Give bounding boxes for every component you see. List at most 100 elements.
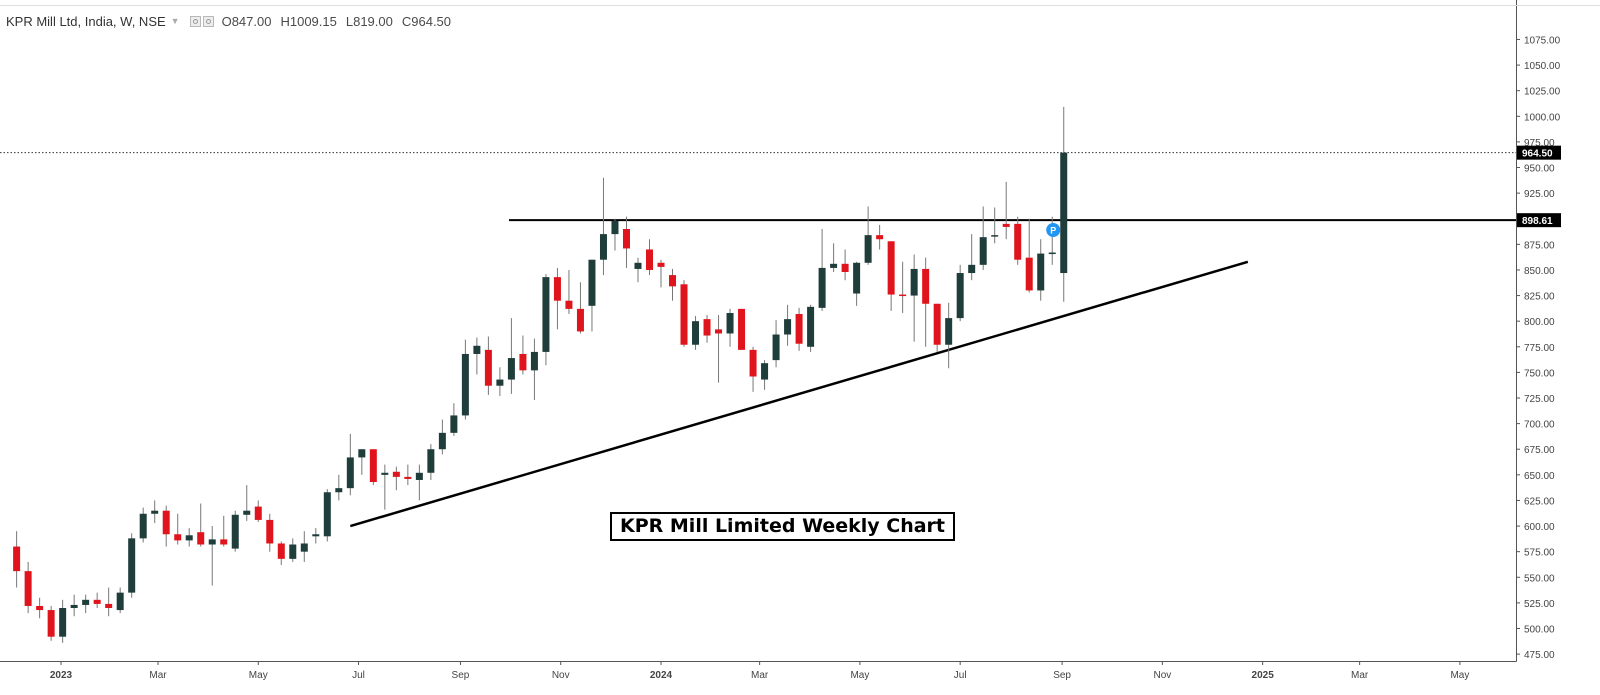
candle (450, 403, 458, 436)
x-tick-label: Sep (452, 670, 470, 681)
candle (70, 594, 78, 617)
candle (956, 264, 964, 322)
candle-body (899, 294, 907, 297)
candle-body (979, 237, 987, 265)
y-tick-label: 475.00 (1524, 650, 1555, 661)
chevron-down-icon[interactable]: ▼ (170, 16, 180, 26)
candle-body (1014, 223, 1022, 260)
candle-body (346, 457, 354, 489)
candle (484, 336, 492, 395)
candle-body (576, 308, 584, 332)
candle (715, 315, 723, 383)
close-value: C964.50 (401, 13, 452, 29)
y-tick-label: 1000.00 (1524, 112, 1561, 123)
candle-body (243, 510, 251, 515)
marker-bubble (1046, 223, 1061, 238)
candle (93, 592, 101, 609)
candle-body (680, 284, 688, 345)
candle-body (807, 306, 815, 347)
candle (277, 541, 285, 565)
candle-body (749, 349, 757, 377)
y-tick-label: 625.00 (1524, 496, 1555, 507)
candle-body (461, 353, 469, 416)
candle (185, 528, 193, 547)
y-tick-label: 675.00 (1524, 445, 1555, 456)
symbol-title[interactable]: KPR Mill Ltd, India, W, NSE (6, 13, 166, 29)
settings-icon[interactable] (202, 15, 214, 27)
support-trendline (349, 260, 1249, 528)
candle-body (174, 534, 182, 541)
candle-body (657, 262, 665, 267)
candle (174, 513, 182, 545)
y-tick-label: 725.00 (1524, 394, 1555, 405)
chart-header: KPR Mill Ltd, India, W, NSE ▼ O847.00 H1… (6, 12, 451, 30)
candle-body (47, 610, 55, 637)
candle (565, 269, 573, 315)
candle (1025, 218, 1033, 293)
candle-body (473, 345, 481, 354)
resistance-price-tag: 898.61 (1522, 216, 1553, 227)
candle-body (553, 277, 561, 301)
candle (323, 489, 331, 542)
candle-body (381, 472, 389, 475)
candle-body (231, 514, 239, 549)
candle-body (427, 449, 435, 473)
candle-body (519, 353, 527, 371)
candle (438, 419, 446, 455)
candle-body (565, 300, 573, 309)
candle (415, 464, 423, 501)
candle-body (1002, 223, 1010, 227)
candle (853, 261, 861, 306)
candle (300, 531, 308, 562)
y-tick-label: 950.00 (1524, 164, 1555, 175)
candle (1060, 106, 1068, 302)
candle (611, 218, 619, 251)
candle-body (841, 263, 849, 273)
candle-body (335, 488, 343, 493)
candle-body (13, 546, 21, 572)
candle (243, 485, 251, 521)
candle (59, 599, 67, 643)
candle (13, 531, 21, 588)
eye-icon[interactable] (189, 15, 201, 27)
candle-body (59, 608, 67, 637)
candle (703, 315, 711, 343)
candle (738, 308, 746, 350)
candle-body (703, 319, 711, 336)
low-value: L819.00 (345, 13, 393, 29)
last-price-tag: 964.50 (1522, 149, 1553, 160)
candle-body (358, 449, 366, 458)
candle (530, 338, 538, 401)
candle-body (761, 363, 769, 380)
candle-body (312, 534, 320, 537)
candle-body (220, 539, 228, 545)
candle (1037, 239, 1045, 301)
candle (519, 335, 527, 375)
candle-body (82, 599, 90, 605)
open-value: O847.00 (221, 13, 272, 29)
y-tick-label: 825.00 (1524, 292, 1555, 303)
candle-body (151, 510, 159, 514)
candle-body (956, 273, 964, 319)
y-tick-label: 775.00 (1524, 343, 1555, 354)
candle (749, 346, 757, 392)
y-tick-label: 975.00 (1524, 138, 1555, 149)
candle-body (162, 510, 170, 535)
candle-body (254, 506, 262, 520)
x-tick-label: Mar (149, 670, 167, 681)
y-tick-label: 575.00 (1524, 548, 1555, 559)
candle (1014, 216, 1022, 265)
x-tick-label: May (249, 670, 268, 681)
candle (910, 254, 918, 342)
candle (220, 515, 228, 547)
x-tick-label: Nov (1153, 670, 1171, 681)
candle (669, 268, 677, 301)
x-tick-label: Jul (352, 670, 365, 681)
y-tick-label: 1025.00 (1524, 87, 1561, 98)
x-tick-label: May (1450, 670, 1469, 681)
candle (784, 304, 792, 346)
candle (266, 513, 274, 552)
candle-body (404, 476, 412, 479)
candle-body (622, 228, 630, 249)
candle (680, 280, 688, 347)
